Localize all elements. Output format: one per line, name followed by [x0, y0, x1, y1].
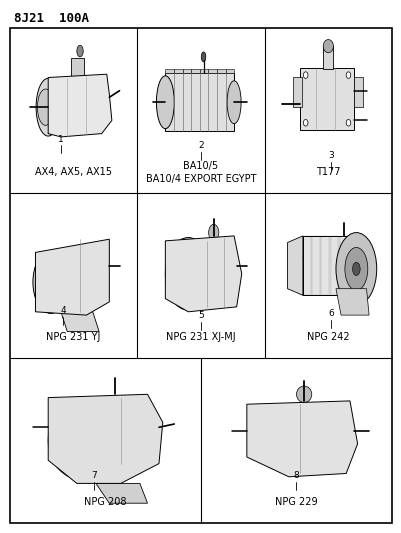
Ellipse shape [345, 119, 350, 126]
FancyBboxPatch shape [302, 236, 353, 295]
Text: NPG 231 YJ: NPG 231 YJ [47, 333, 101, 342]
FancyBboxPatch shape [300, 68, 353, 130]
Ellipse shape [345, 72, 350, 78]
Ellipse shape [252, 404, 309, 470]
Ellipse shape [33, 251, 69, 313]
FancyBboxPatch shape [320, 236, 328, 295]
Ellipse shape [77, 434, 88, 447]
Ellipse shape [47, 276, 54, 288]
FancyBboxPatch shape [71, 58, 84, 77]
Text: 6: 6 [327, 309, 333, 318]
FancyBboxPatch shape [208, 69, 217, 74]
Text: 2: 2 [198, 141, 203, 150]
Polygon shape [48, 74, 111, 137]
Polygon shape [335, 289, 368, 315]
Ellipse shape [303, 119, 307, 126]
FancyBboxPatch shape [190, 69, 199, 74]
FancyBboxPatch shape [165, 69, 174, 74]
Ellipse shape [201, 52, 205, 62]
Polygon shape [246, 401, 357, 477]
Ellipse shape [65, 419, 99, 462]
Polygon shape [35, 239, 109, 315]
Polygon shape [61, 312, 99, 332]
Ellipse shape [335, 232, 376, 305]
Ellipse shape [36, 78, 60, 136]
Ellipse shape [227, 81, 241, 124]
Ellipse shape [303, 72, 307, 78]
Text: T177: T177 [315, 167, 340, 177]
Ellipse shape [37, 89, 54, 125]
Text: AX4, AX5, AX15: AX4, AX5, AX15 [35, 167, 112, 177]
Text: NPG 229: NPG 229 [275, 497, 317, 507]
Text: NPG 242: NPG 242 [306, 333, 349, 342]
Ellipse shape [322, 39, 332, 53]
Polygon shape [48, 394, 162, 483]
Text: 8J21  100A: 8J21 100A [14, 12, 89, 25]
Polygon shape [165, 236, 241, 312]
FancyBboxPatch shape [182, 69, 190, 74]
FancyBboxPatch shape [10, 28, 391, 523]
FancyBboxPatch shape [339, 236, 347, 295]
Text: NPG 231 XJ-MJ: NPG 231 XJ-MJ [166, 333, 235, 342]
FancyBboxPatch shape [348, 236, 356, 295]
Ellipse shape [352, 262, 359, 276]
Text: 7: 7 [91, 471, 97, 480]
Ellipse shape [156, 76, 174, 128]
Ellipse shape [300, 409, 345, 465]
FancyBboxPatch shape [292, 77, 301, 107]
Ellipse shape [296, 386, 311, 402]
FancyBboxPatch shape [225, 69, 233, 74]
FancyBboxPatch shape [353, 77, 362, 107]
Text: 5: 5 [198, 311, 203, 320]
Ellipse shape [267, 421, 294, 454]
FancyBboxPatch shape [302, 236, 310, 295]
Ellipse shape [42, 265, 59, 298]
Ellipse shape [165, 238, 211, 310]
Text: NPG 208: NPG 208 [84, 497, 126, 507]
FancyBboxPatch shape [174, 69, 182, 74]
Text: BA10/5
BA10/4 EXPORT EGYPT: BA10/5 BA10/4 EXPORT EGYPT [146, 161, 255, 183]
Ellipse shape [176, 254, 199, 294]
Polygon shape [96, 483, 147, 503]
Ellipse shape [313, 424, 332, 450]
FancyBboxPatch shape [330, 236, 338, 295]
Text: 1: 1 [58, 134, 64, 143]
FancyBboxPatch shape [322, 46, 332, 69]
FancyBboxPatch shape [217, 69, 225, 74]
Text: 8: 8 [293, 471, 299, 480]
Text: 3: 3 [327, 151, 333, 160]
Polygon shape [287, 236, 302, 295]
FancyBboxPatch shape [311, 236, 319, 295]
Text: 4: 4 [61, 306, 66, 315]
Ellipse shape [208, 224, 218, 241]
Ellipse shape [77, 45, 83, 57]
FancyBboxPatch shape [199, 69, 208, 74]
Ellipse shape [184, 267, 192, 280]
FancyBboxPatch shape [165, 74, 233, 131]
Ellipse shape [344, 247, 367, 290]
Ellipse shape [48, 401, 117, 480]
